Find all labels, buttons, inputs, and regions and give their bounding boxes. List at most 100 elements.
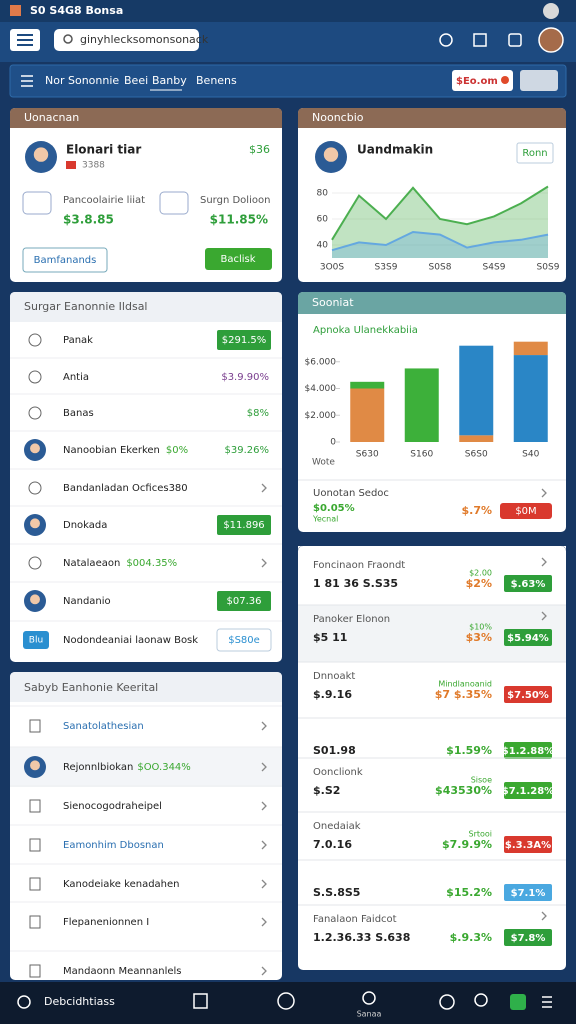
bottom-icon[interactable] (542, 996, 552, 1008)
row-value: $07.36 (227, 596, 262, 607)
primary-button-label[interactable]: Baclisk (220, 254, 255, 265)
badge (504, 575, 552, 592)
bottom-icon[interactable] (17, 995, 31, 1009)
outline-button-label[interactable]: Bamfanands (34, 255, 97, 266)
row-pct: $7.9.9% (442, 838, 492, 851)
chevron[interactable] (261, 840, 267, 850)
badge (217, 515, 271, 535)
badge-label: $7.1% (511, 888, 546, 899)
chevron[interactable] (541, 488, 547, 498)
row-icon (28, 333, 42, 347)
profile-amount: $36 (249, 143, 270, 156)
card-header (298, 108, 566, 128)
profile-name: Elonari tiar (66, 143, 141, 157)
menu-label[interactable]: Rejonnlbiokan (63, 762, 133, 773)
bottom-icon[interactable] (362, 991, 376, 1005)
menu-label[interactable]: Kanodeiake kenadahen (63, 879, 180, 890)
trend-button-label[interactable]: Ronn (522, 148, 547, 159)
row-value: $.9.16 (313, 688, 352, 701)
bottom-icon[interactable] (193, 993, 208, 1009)
row-label[interactable]: Nandanio (63, 596, 111, 607)
tag-icon (66, 161, 76, 169)
chevron[interactable] (541, 611, 547, 621)
chevron[interactable] (261, 558, 267, 568)
panel-action[interactable] (508, 33, 522, 47)
x-tick-label: S40 (522, 450, 539, 460)
menu-label[interactable]: Sanatolathesian (63, 721, 144, 732)
bottom-icon[interactable] (510, 994, 526, 1010)
row-label[interactable]: Panak (63, 335, 93, 346)
chevron[interactable] (261, 917, 267, 927)
bottom-icon[interactable] (277, 992, 295, 1010)
chevron[interactable] (261, 801, 267, 811)
chevron[interactable] (261, 879, 267, 889)
user-avatar[interactable] (538, 27, 564, 53)
row-label[interactable]: Dnokada (63, 520, 107, 531)
bar (350, 381, 385, 389)
chevron[interactable] (541, 557, 547, 567)
menu-label[interactable]: Flepanenionnen I (63, 917, 149, 928)
row-label[interactable]: Natalaeaon (63, 558, 120, 569)
x-tick-label: S3S9 (375, 263, 398, 273)
search-box[interactable] (54, 29, 199, 51)
card (10, 672, 282, 980)
footer-pct: $.7% (461, 504, 492, 517)
nav-button[interactable] (452, 70, 513, 91)
card-header (298, 292, 566, 314)
search-action[interactable] (439, 33, 453, 47)
trend-name: Uandmakin (357, 143, 433, 157)
row-label[interactable]: Bandanladan Ocfices380 (63, 483, 188, 494)
stat-value: $11.85% (210, 213, 268, 227)
menu-label[interactable]: Sienocogodraheipel (63, 801, 162, 812)
chart-title: Apnoka Ulanekkabiia (313, 325, 418, 336)
x-tick-label: S0S9 (537, 263, 560, 273)
row-icon (28, 406, 42, 420)
nav-button-label[interactable]: $Eo.om (456, 76, 498, 87)
bottom-icon[interactable] (474, 993, 488, 1007)
chevron[interactable] (541, 911, 547, 921)
nav-tab[interactable]: Nor Sononnie (45, 74, 119, 87)
bottom-bar (0, 982, 576, 1024)
row-value: 1 81 36 S.S35 (313, 577, 398, 590)
menu-label[interactable]: Mandaonn Meannanlels (63, 966, 182, 977)
tag-label: Blu (29, 636, 43, 646)
stat-icon (159, 191, 189, 215)
chevron[interactable] (261, 483, 267, 493)
row-label[interactable]: Nanoobian Ekerken (63, 445, 160, 456)
chevron[interactable] (261, 721, 267, 731)
row-pct: $43530% (435, 784, 492, 797)
row-pct: $15.2% (446, 886, 492, 899)
row-label[interactable]: Antia (63, 372, 89, 383)
menu-note: $OO.344% (137, 762, 190, 773)
nav-tab[interactable]: Beei (124, 74, 148, 87)
bottom-label: Sanaa (357, 1010, 382, 1019)
y-tick-label: $2.000 (305, 411, 337, 421)
row-label[interactable]: Banas (63, 408, 94, 419)
nav-tab[interactable]: Banby (152, 74, 187, 87)
row-value: S.S.8S5 (313, 886, 360, 899)
row-label[interactable]: Nodondeaniai laonaw Bosk (63, 635, 198, 646)
row-icon (28, 370, 42, 384)
search-placeholder[interactable]: ginyhlecksomonsonack (80, 33, 209, 46)
primary-button[interactable] (205, 248, 272, 270)
nav-menu-icon[interactable] (21, 75, 33, 87)
row-value: S01.98 (313, 744, 356, 757)
nav-avatar[interactable] (520, 70, 558, 91)
badge (504, 629, 552, 646)
stat-value: $3.8.85 (63, 213, 114, 227)
chevron[interactable] (261, 762, 267, 772)
nav-tab[interactable]: Benens (196, 74, 237, 87)
badge-label: $7.8% (511, 933, 546, 944)
row-highlight (10, 747, 282, 787)
trend-button[interactable] (516, 142, 554, 164)
chevron[interactable] (261, 966, 267, 976)
row-value: $5 11 (313, 631, 347, 644)
menu-label[interactable]: Eamonhim Dbosnan (63, 840, 164, 851)
line (331, 185, 549, 241)
bottom-icon[interactable] (439, 994, 455, 1010)
share-action[interactable] (473, 33, 487, 47)
row-pct: $.9.3% (450, 931, 492, 944)
row-value: 1.2.36.33 S.638 (313, 931, 410, 944)
outline-button[interactable] (22, 247, 108, 273)
badge-label: $.63% (511, 579, 546, 590)
